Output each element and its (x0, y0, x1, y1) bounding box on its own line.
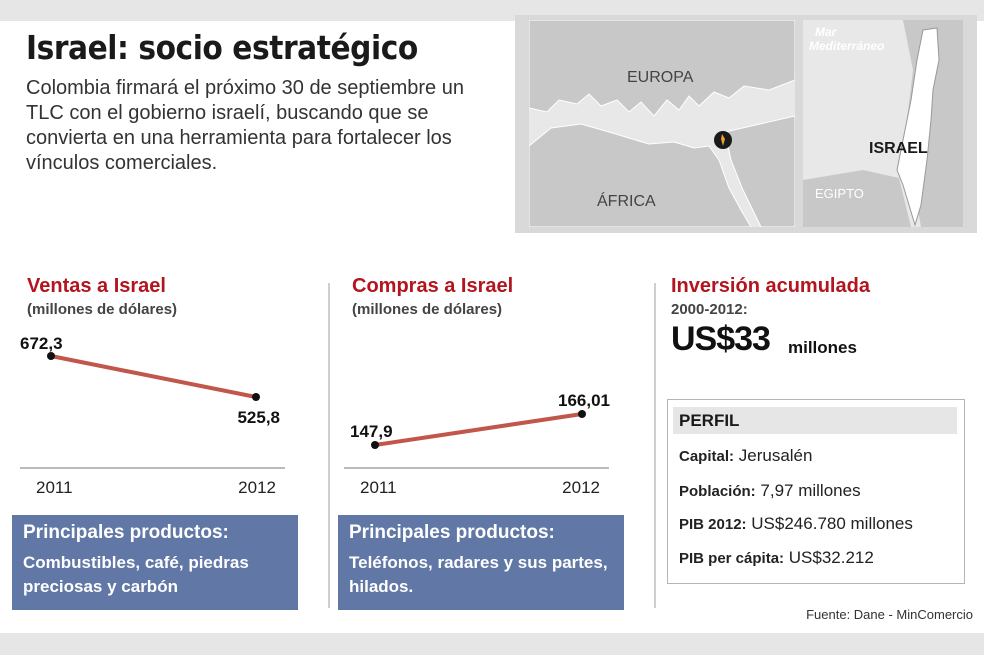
purchases-products-box: Principales productos: Teléfonos, radare… (338, 515, 624, 610)
europe-label: EUROPA (627, 69, 694, 86)
x-tick-label: 2011 (360, 478, 397, 497)
data-point (47, 352, 55, 360)
page-title: Israel: socio estratégico (26, 28, 418, 67)
data-point (578, 410, 586, 418)
x-tick-label: 2012 (562, 478, 600, 497)
sales-chart-title: Ventas a Israel (27, 275, 166, 297)
data-label: 147,9 (350, 422, 393, 441)
data-label: 166,01 (558, 391, 610, 410)
data-point (252, 393, 260, 401)
profile-row-gdp: PIB 2012: US$246.780 millones (679, 514, 913, 534)
africa-label: ÁFRICA (597, 191, 656, 210)
source-note: Fuente: Dane - MinComercio (806, 607, 973, 622)
sales-products-title: Principales productos: (23, 522, 229, 543)
data-label: 525,8 (237, 408, 280, 427)
column-divider-2 (654, 283, 656, 608)
investment-amount: US$33 (671, 320, 771, 358)
profile-row-capital: Capital: Jerusalén (679, 446, 812, 466)
sales-chart-subtitle: (millones de dólares) (27, 301, 178, 318)
region-map: EUROPA ÁFRICA (529, 20, 795, 227)
sales-products-text: Combustibles, café, piedras preciosas y … (23, 553, 249, 596)
arabia-landmass (724, 115, 795, 227)
profile-label: Población: (679, 483, 756, 500)
profile-title: PERFIL (673, 407, 957, 434)
africa-landmass (529, 123, 752, 227)
investment-unit: millones (788, 338, 857, 357)
profile-value: Jerusalén (738, 446, 813, 465)
investment-title: Inversión acumulada (671, 275, 870, 297)
purchases-products-title: Principales productos: (349, 522, 555, 543)
profile-row-population: Población: 7,97 millones (679, 481, 861, 501)
map-panel: EUROPA ÁFRICA Mar Mediterráneo ISRAEL EGI… (515, 15, 977, 233)
sea-label-line-1: Mar (815, 25, 838, 39)
column-divider-1 (328, 283, 330, 608)
bottom-strip (0, 633, 984, 655)
profile-box: PERFIL Capital: Jerusalén Población: 7,9… (667, 399, 965, 584)
egypt-landmass (803, 170, 911, 227)
x-tick-label: 2011 (36, 478, 73, 497)
x-tick-label: 2012 (238, 478, 276, 497)
sea-label: Mar Mediterráneo (809, 25, 884, 53)
israel-label: ISRAEL (869, 140, 928, 157)
purchases-chart-subtitle: (millones de dólares) (352, 301, 503, 318)
profile-row-gdp-per-capita: PIB per cápita: US$32.212 (679, 548, 874, 568)
investment-period: 2000-2012: (671, 301, 748, 318)
profile-label: PIB 2012: (679, 516, 747, 533)
profile-value: US$32.212 (788, 548, 874, 567)
israel-territory (896, 27, 940, 227)
profile-value: US$246.780 millones (751, 514, 913, 533)
series-line (373, 412, 584, 447)
profile-label: Capital: (679, 448, 735, 465)
series-line (49, 354, 258, 399)
profile-value: 7,97 millones (760, 481, 861, 500)
purchases-products-text: Teléfonos, radares y sus partes, hilados… (349, 553, 608, 596)
europe-landmass (529, 20, 795, 117)
egypt-label: EGIPTO (815, 186, 864, 201)
sea-label-line-2: Mediterráneo (809, 39, 884, 53)
israel-shape-icon (721, 134, 725, 146)
intro-text: Colombia firmará el próximo 30 de septie… (26, 77, 464, 174)
data-point (371, 441, 379, 449)
data-label: 672,3 (20, 334, 63, 353)
purchases-line-chart: 147,9 166,01 2011 2012 (344, 391, 610, 497)
israel-detail-map: Mar Mediterráneo ISRAEL EGIPTO (803, 20, 963, 227)
profile-label: PIB per cápita: (679, 550, 785, 567)
purchases-chart-title: Compras a Israel (352, 275, 514, 297)
sales-products-box: Principales productos: Combustibles, caf… (12, 515, 298, 610)
sales-line-chart: 672,3 525,8 2011 2012 (20, 334, 285, 497)
